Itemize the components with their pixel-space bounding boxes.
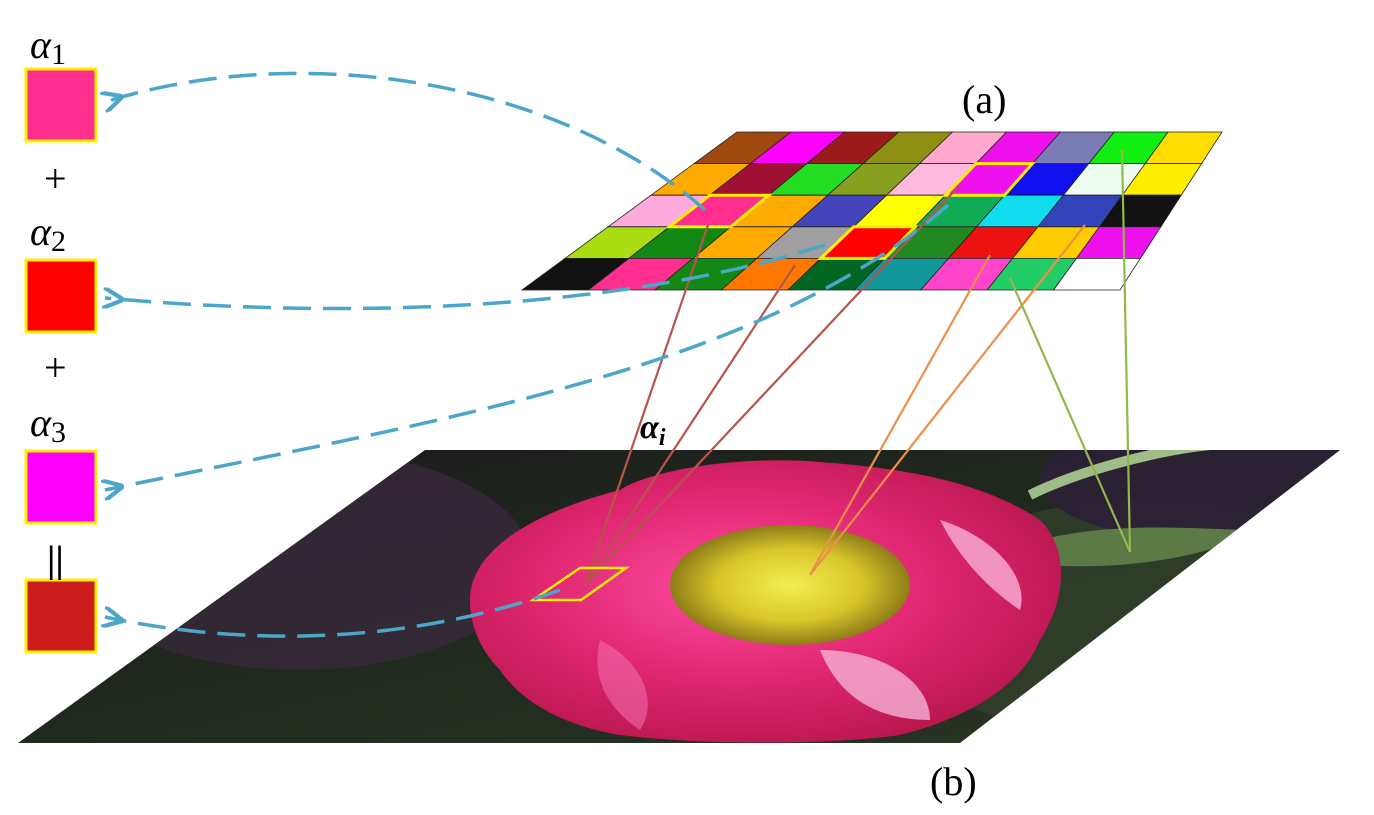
flower-petal-highlight-3 — [597, 640, 648, 730]
palette-cell-highlight — [942, 162, 1036, 197]
flower-leaf — [1040, 527, 1260, 567]
dashed-arrows — [105, 71, 950, 638]
line-orange-2 — [809, 224, 1086, 576]
alpha1-label: α1 — [30, 22, 66, 71]
flower-stem — [1027, 450, 1211, 500]
palette-cell-highlight — [665, 193, 773, 229]
plus-1: + — [44, 156, 67, 201]
alpha-i-label: αi — [640, 409, 666, 451]
image-patch-highlight — [528, 566, 630, 602]
alpha2-swatch — [24, 258, 98, 334]
palette-cell — [1052, 257, 1142, 291]
flower-center — [670, 525, 910, 645]
arrow-alpha2 — [105, 243, 826, 311]
line-red-3 — [584, 184, 961, 586]
panel-label-b: (b) — [930, 759, 977, 804]
background-blur-dark — [1040, 450, 1340, 540]
correspondence-lines-green — [1008, 149, 1132, 553]
alpha3-swatch — [24, 449, 98, 525]
image-plane — [18, 450, 1340, 743]
alpha3-label: α3 — [30, 400, 66, 449]
plus-2: + — [44, 345, 67, 390]
line-red-1 — [583, 224, 710, 586]
flower-petal-highlight-1 — [940, 520, 1022, 610]
coefficient-column: α1 + α2 + α3 || — [24, 22, 98, 654]
arrow-alpha3 — [105, 203, 950, 490]
alpha1-swatch — [24, 67, 98, 143]
correspondence-lines-orange — [809, 224, 1086, 576]
line-green-1 — [1008, 277, 1132, 553]
result-swatch — [24, 578, 98, 654]
equals-sign: || — [47, 539, 64, 581]
panel-label-a: (a) — [962, 77, 1006, 122]
flower-petal-highlight-2 — [820, 650, 930, 720]
alpha2-label: α2 — [30, 209, 66, 258]
line-orange-1 — [809, 254, 991, 576]
line-green-2 — [1120, 149, 1132, 553]
arrow-result — [105, 588, 561, 638]
arrow-alpha1 — [105, 71, 707, 212]
palette-highlights — [665, 162, 1036, 260]
palette-cell-highlight — [817, 225, 919, 260]
